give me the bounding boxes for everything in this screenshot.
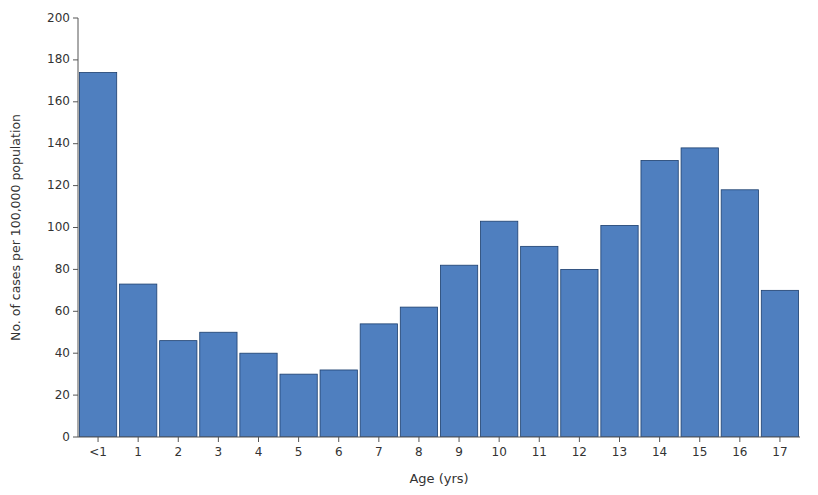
bar [601,225,638,437]
page: {"chart_data": {"type": "bar", "categori… [0,0,818,495]
y-tick-label: 120 [47,178,70,192]
x-tick [218,437,219,442]
bars [79,72,798,437]
x-tick [459,437,460,442]
y-tick-label: 80 [55,262,70,276]
x-tick [298,437,299,442]
x-tick-label: 10 [492,445,507,459]
y-tick-label: 180 [47,52,70,66]
y-tick-label: 20 [55,388,70,402]
x-tick [619,437,620,442]
x-tick-label: 5 [295,445,303,459]
x-tick-label: 2 [174,445,182,459]
x-tick [378,437,379,442]
y-tick-label: 200 [47,11,70,25]
y-tick-label: 40 [55,346,70,360]
x-tick-label: 9 [455,445,463,459]
x-tick-label: 12 [572,445,587,459]
y-tick [73,437,78,438]
y-tick-label: 140 [47,136,70,150]
x-tick [499,437,500,442]
x-tick [779,437,780,442]
bar [280,374,317,437]
bar [400,307,437,437]
y-tick [73,101,78,102]
chart-svg: 020406080100120140160180200<112345678910… [0,0,818,495]
x-tick [178,437,179,442]
x-tick-label: 6 [335,445,343,459]
x-tick-label: 1 [134,445,142,459]
x-tick-label: 13 [612,445,627,459]
bar [481,221,518,437]
y-tick [73,353,78,354]
y-tick [73,185,78,186]
x-tick [258,437,259,442]
x-tick [138,437,139,442]
bar [721,190,758,437]
y-tick [73,269,78,270]
bar [641,160,678,437]
x-tick [579,437,580,442]
x-tick [699,437,700,442]
x-axis-label: Age (yrs) [409,471,468,486]
bar [200,332,237,437]
bar [240,353,277,437]
x-tick-label: <1 [89,445,107,459]
x-tick [338,437,339,442]
y-tick [73,395,78,396]
y-tick [73,18,78,19]
bar [360,324,397,437]
y-axis-label: No. of cases per 100,000 population [8,114,23,341]
x-tick-label: 4 [255,445,263,459]
axes: 020406080100120140160180200<112345678910… [47,11,800,460]
y-tick-label: 100 [47,220,70,234]
y-tick [73,59,78,60]
x-axis-line [78,437,800,438]
x-tick-label: 14 [652,445,667,459]
bar [440,265,477,437]
y-tick-label: 0 [62,430,70,444]
y-tick [73,143,78,144]
x-tick-label: 16 [732,445,747,459]
x-tick [659,437,660,442]
x-tick [739,437,740,442]
x-tick-label: 15 [692,445,707,459]
x-tick-label: 17 [772,445,787,459]
bar [521,246,558,437]
x-tick-label: 11 [532,445,547,459]
x-tick [418,437,419,442]
bar [320,370,357,437]
x-tick-label: 7 [375,445,383,459]
bar [79,72,116,437]
bar [761,290,798,437]
bar [681,148,718,437]
y-tick [73,227,78,228]
x-tick [539,437,540,442]
x-tick-label: 3 [215,445,223,459]
chart-container: 020406080100120140160180200<112345678910… [0,0,818,495]
x-tick [98,437,99,442]
y-tick-label: 60 [55,304,70,318]
x-tick-label: 8 [415,445,423,459]
bar [160,341,197,437]
y-tick [73,311,78,312]
bar [561,269,598,437]
bar [120,284,157,437]
y-tick-label: 160 [47,94,70,108]
